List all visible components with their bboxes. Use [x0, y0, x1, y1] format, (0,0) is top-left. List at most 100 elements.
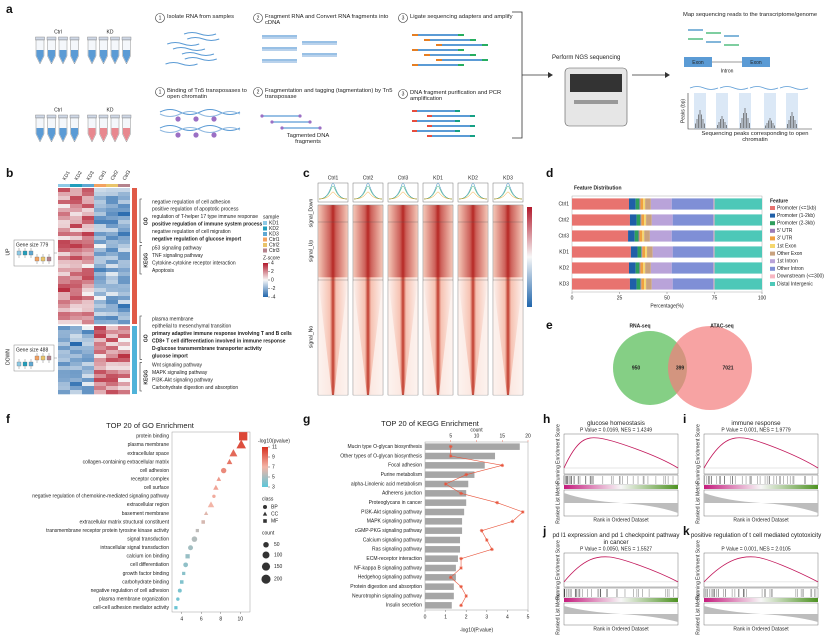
heat-cell	[58, 320, 70, 325]
es-curve	[563, 437, 679, 469]
profile-line	[423, 185, 453, 200]
heat-cell	[58, 212, 70, 217]
venn-set	[668, 326, 752, 410]
profile-line	[318, 182, 348, 200]
tn5	[211, 132, 217, 138]
heat-cell	[118, 188, 130, 193]
insert	[442, 59, 482, 61]
bar-segment	[640, 214, 642, 226]
adapter	[412, 130, 417, 132]
heat-cell	[58, 216, 70, 221]
size-legend-point	[261, 574, 271, 584]
heat-cell	[58, 312, 70, 317]
row-label: signal_No	[308, 326, 314, 348]
bar-segment	[635, 198, 640, 210]
heat-cell	[94, 374, 106, 379]
adapter	[470, 54, 476, 56]
go-label: GO	[143, 334, 149, 342]
x-axis-label: Percentage(%)	[650, 303, 684, 309]
column-label: KD3	[86, 170, 96, 182]
bar	[425, 546, 461, 553]
heat-cell	[106, 366, 118, 371]
column-label: Ctrl1	[328, 175, 339, 181]
step-text: Binding of Tn5 transposases to open chro…	[167, 88, 247, 101]
heat-cell	[58, 386, 70, 391]
heat-cell	[70, 316, 82, 321]
bar-segment	[640, 278, 642, 290]
heat-cell	[118, 236, 130, 241]
heat-cell	[58, 374, 70, 379]
y-tick-label: cell-cell adhesion mediator activity	[93, 605, 169, 611]
y-tick-label: growth factor binding	[123, 571, 170, 577]
heat-cell	[94, 244, 106, 249]
heat-cell	[58, 304, 70, 309]
heat-cell	[106, 312, 118, 317]
y-tick-label: Neurotrophin signaling pathway	[352, 593, 423, 599]
heat-cell	[58, 220, 70, 225]
heat-cell	[70, 196, 82, 201]
heat-cell	[58, 358, 70, 363]
heatmap-fade	[423, 280, 453, 395]
x-tick-label: 0	[424, 614, 427, 620]
heat-cell	[58, 264, 70, 269]
y-tick-label: basement membrane	[122, 511, 169, 517]
x2-tick-label: 5	[449, 433, 452, 439]
count-point	[485, 538, 489, 542]
go-term: D-glucose transmembrane transporter acti…	[152, 346, 262, 352]
legend-label: Distal Intergenic	[777, 281, 813, 287]
heat-cell	[70, 200, 82, 205]
bar-segment	[646, 214, 652, 226]
box	[34, 256, 40, 262]
legend-swatch	[770, 274, 775, 279]
bar-segment	[713, 246, 715, 258]
adapter	[427, 125, 432, 127]
heat-cell	[94, 272, 106, 277]
box	[46, 355, 52, 361]
count-point	[459, 566, 463, 570]
heat-cell	[58, 240, 70, 245]
heat-cell	[58, 260, 70, 265]
heat-cell	[70, 330, 82, 335]
heat-cell	[70, 228, 82, 233]
bar-segment	[713, 278, 715, 290]
column-annotation	[58, 184, 70, 187]
bar-segment	[629, 262, 636, 274]
heatmap-top	[353, 205, 383, 278]
adapter	[455, 110, 460, 112]
y-tick-label: cell differentiation	[130, 562, 169, 568]
box	[28, 361, 34, 367]
heat-cell	[70, 374, 82, 379]
heat-cell	[118, 248, 130, 253]
profile-line	[423, 182, 453, 200]
point	[191, 536, 198, 542]
x-tick-label: 75	[712, 295, 718, 301]
heat-cell	[58, 366, 70, 371]
heat-cell	[94, 280, 106, 285]
heat-cell	[118, 252, 130, 257]
legend-swatch	[770, 244, 775, 248]
gsea-title: positive regulation of t cell mediated c…	[690, 532, 822, 539]
heat-cell	[70, 232, 82, 237]
go-bracket	[139, 198, 142, 243]
heat-cell	[106, 192, 118, 197]
heat-cell	[106, 256, 118, 261]
bar-segment	[650, 262, 672, 274]
heat-cell	[82, 244, 94, 249]
heat-cell	[58, 382, 70, 387]
y-tick-label: MAPK signaling pathway	[367, 519, 423, 525]
heat-cell	[106, 264, 118, 269]
count-point	[500, 463, 505, 468]
colorbar	[527, 207, 532, 307]
heat-cell	[106, 280, 118, 285]
bar-segment	[714, 262, 762, 274]
adapter	[482, 44, 488, 46]
bar	[425, 452, 496, 460]
insert	[442, 44, 482, 46]
metric-area	[704, 606, 818, 622]
heat-cell	[118, 362, 130, 367]
go-term: glucose import	[152, 353, 188, 359]
heat-cell	[106, 204, 118, 209]
profile-line	[458, 182, 488, 200]
kegg-label: KEGG	[143, 370, 149, 385]
y-tick-label: PI3K-Akt signaling pathway	[361, 509, 422, 515]
